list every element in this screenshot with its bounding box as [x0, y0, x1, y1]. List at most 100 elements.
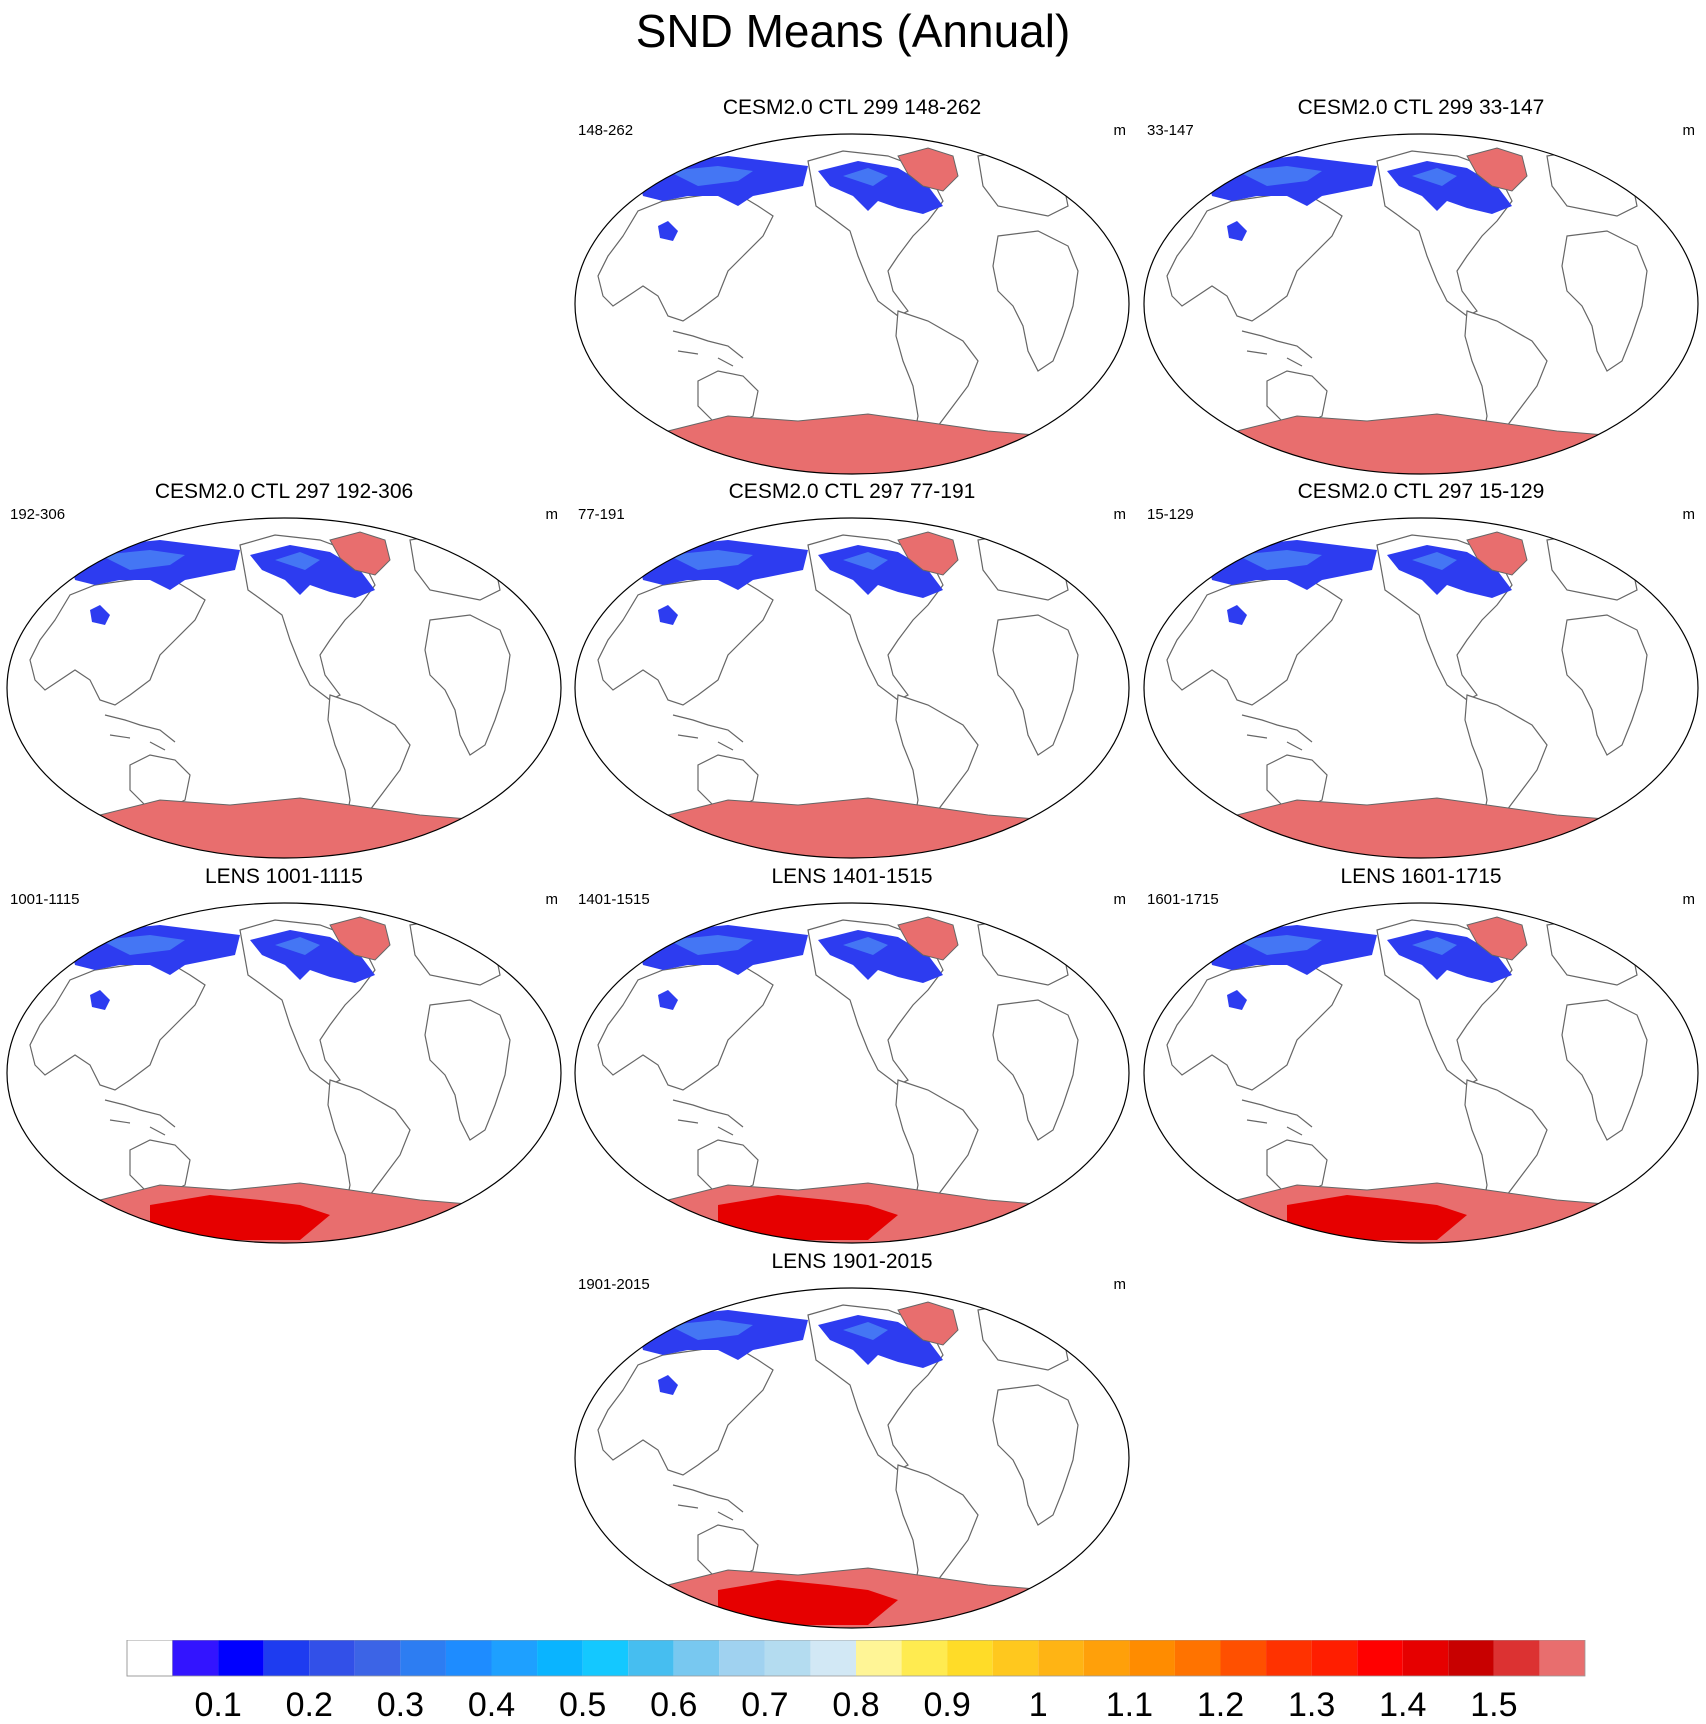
snow-eurasia-light — [1237, 935, 1322, 955]
colorbar-tick-label: 0.5 — [559, 1686, 606, 1724]
panel-title: LENS 1401-1515 — [771, 865, 933, 888]
colorbar-swatch — [1038, 1640, 1084, 1676]
map-svg — [574, 1287, 1130, 1629]
map-svg — [1143, 133, 1699, 475]
antarctica — [575, 797, 1129, 858]
map-body — [6, 902, 562, 1244]
map-content — [1144, 903, 1698, 1243]
antarctica-deep-snow — [718, 1195, 898, 1240]
coastline-indo — [672, 330, 744, 367]
colorbar-swatch — [1266, 1640, 1312, 1676]
greenland — [1466, 147, 1528, 192]
colorbar-swatch — [218, 1640, 264, 1676]
colorbar-swatch — [1493, 1640, 1540, 1676]
colorbar-tick-label: 1.1 — [1106, 1686, 1153, 1724]
colorbar-tick-label: 1 — [1029, 1686, 1048, 1724]
snow-namerica-light — [843, 1322, 888, 1340]
snow-namerica-light — [843, 552, 888, 570]
map-border — [6, 517, 562, 859]
colorbar-swatch — [1539, 1640, 1585, 1676]
map-border — [1143, 517, 1699, 859]
map-svg — [1143, 517, 1699, 859]
panel-period-label: 192-306 — [10, 506, 66, 523]
colorbar-tick-label: 0.9 — [923, 1686, 970, 1724]
snow-tibet — [1227, 221, 1247, 241]
coastline-indo — [672, 714, 744, 751]
snow-namerica-light — [1412, 552, 1457, 570]
panel-units-label: m — [1682, 122, 1696, 139]
map-svg — [574, 902, 1130, 1244]
coastline-africa — [992, 1384, 1079, 1526]
panel-units-label: m — [545, 891, 559, 908]
map-body — [1143, 517, 1699, 859]
colorbar-swatch — [354, 1640, 401, 1676]
map-border — [574, 517, 1130, 859]
colorbar-tick-label: 0.7 — [741, 1686, 788, 1724]
map-svg — [6, 517, 562, 859]
snow-eurasia-light — [1237, 550, 1322, 570]
snow-tibet — [658, 221, 678, 241]
map-border — [1143, 902, 1699, 1244]
panel-period-label: 33-147 — [1147, 122, 1194, 139]
snow-namerica-light — [275, 552, 320, 570]
coastline-africa — [992, 614, 1079, 756]
coastline-indo — [104, 714, 176, 751]
panel-title: CESM2.0 CTL 299 33-147 — [1297, 96, 1545, 119]
coastline-australia — [1266, 370, 1328, 427]
antarctica — [7, 797, 561, 858]
snow-tibet — [90, 990, 110, 1010]
colorbar-tick-label: 0.4 — [468, 1686, 515, 1724]
map-content — [1144, 134, 1698, 474]
antarctica — [1144, 413, 1698, 474]
colorbar-tick-label: 1.2 — [1197, 1686, 1244, 1724]
antarctica-deep-snow — [718, 1580, 898, 1625]
snow-namerica-light — [843, 937, 888, 955]
coastline-africa — [1561, 230, 1648, 372]
colorbar: 0.1 0.2 0.3 0.4 0.5 0.6 0.7 0.8 0.9 1 1.1 1.2 1.3 1.4… — [126, 1640, 1586, 1724]
map-svg — [574, 133, 1130, 475]
panel-units-label: m — [545, 506, 559, 523]
coastline-indo — [1241, 330, 1313, 367]
colorbar-swatch — [764, 1640, 811, 1676]
panel-units-label: m — [1682, 506, 1696, 523]
map-content — [1144, 518, 1698, 858]
panel-period-label: 148-262 — [578, 122, 634, 139]
snow-tibet — [658, 990, 678, 1010]
snow-eurasia-light — [1237, 166, 1322, 186]
map-body — [1143, 133, 1699, 475]
coastline-australia — [129, 1139, 191, 1196]
panel-period-label: 1901-2015 — [578, 1276, 650, 1293]
map-content — [575, 134, 1129, 474]
coastline-australia — [129, 754, 191, 811]
coastline-africa — [992, 999, 1079, 1141]
colorbar-swatch — [719, 1640, 765, 1676]
colorbar-swatch — [1448, 1640, 1494, 1676]
colorbar-swatch — [537, 1640, 583, 1676]
colorbar-swatch — [1402, 1640, 1449, 1676]
snow-eurasia-light — [100, 550, 185, 570]
panel-title: CESM2.0 CTL 297 77-191 — [728, 480, 976, 503]
coastline-africa — [1561, 614, 1648, 756]
colorbar-swatch — [1220, 1640, 1267, 1676]
map-panel: CESM2.0 CTL 297 192-306 192-306 m — [0, 480, 568, 860]
colorbar-swatch — [400, 1640, 446, 1676]
antarctica-deep-snow — [150, 1195, 330, 1240]
coastline-australia — [697, 370, 759, 427]
panel-units-label: m — [1682, 891, 1696, 908]
antarctica — [1144, 797, 1698, 858]
panel-title: LENS 1901-2015 — [771, 1250, 933, 1273]
panel-title: LENS 1601-1715 — [1340, 865, 1502, 888]
colorbar-swatch — [445, 1640, 492, 1676]
colorbar-swatch — [126, 1640, 173, 1677]
coastline-indo — [672, 1099, 744, 1136]
snow-namerica-light — [275, 937, 320, 955]
snow-tibet — [658, 1375, 678, 1395]
colorbar-tick-label: 1.5 — [1470, 1686, 1517, 1724]
greenland — [329, 531, 391, 576]
antarctica — [575, 413, 1129, 474]
map-panel: CESM2.0 CTL 299 148-262 148-262 m — [568, 96, 1136, 476]
snow-eurasia-light — [668, 550, 753, 570]
colorbar-swatch — [947, 1640, 993, 1676]
colorbar-tick-label: 0.6 — [650, 1686, 697, 1724]
panel-period-label: 1401-1515 — [578, 891, 650, 908]
